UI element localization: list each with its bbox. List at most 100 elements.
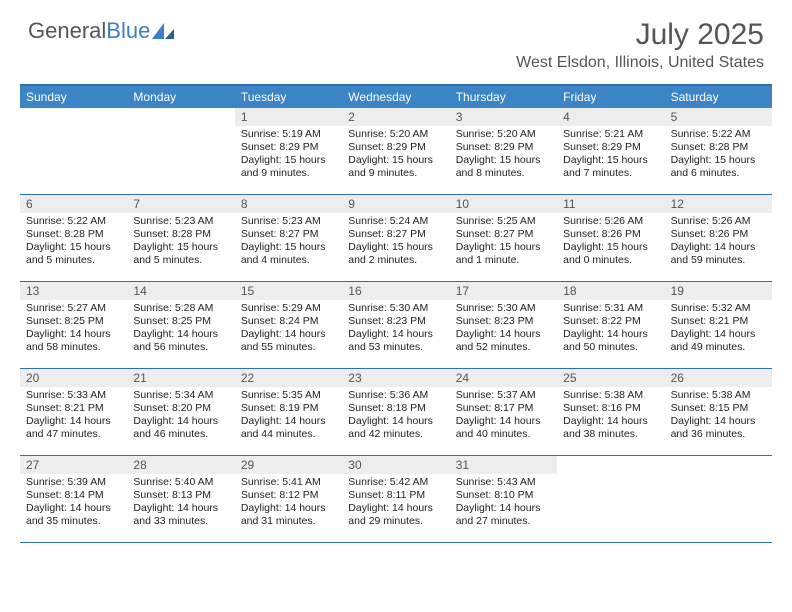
sunrise-line: Sunrise: 5:26 AM — [563, 215, 658, 228]
daylight-line: Daylight: 14 hours and 55 minutes. — [241, 328, 336, 354]
weekday-label: Friday — [557, 86, 664, 108]
sunset-line: Sunset: 8:11 PM — [348, 489, 443, 502]
sunrise-line: Sunrise: 5:29 AM — [241, 302, 336, 315]
daylight-line: Daylight: 15 hours and 5 minutes. — [26, 241, 121, 267]
sunset-line: Sunset: 8:19 PM — [241, 402, 336, 415]
day-details: Sunrise: 5:26 AMSunset: 8:26 PMDaylight:… — [665, 213, 772, 272]
header: GeneralBlue July 2025 West Elsdon, Illin… — [0, 0, 792, 76]
daylight-line: Daylight: 14 hours and 46 minutes. — [133, 415, 228, 441]
sunset-line: Sunset: 8:25 PM — [26, 315, 121, 328]
sail-icon — [152, 19, 174, 35]
day-details: Sunrise: 5:23 AMSunset: 8:27 PMDaylight:… — [235, 213, 342, 272]
sunrise-line: Sunrise: 5:39 AM — [26, 476, 121, 489]
sunrise-line: Sunrise: 5:38 AM — [563, 389, 658, 402]
calendar-cell: 17Sunrise: 5:30 AMSunset: 8:23 PMDayligh… — [450, 282, 557, 368]
sunrise-line: Sunrise: 5:30 AM — [456, 302, 551, 315]
daylight-line: Daylight: 15 hours and 0 minutes. — [563, 241, 658, 267]
daylight-line: Daylight: 14 hours and 27 minutes. — [456, 502, 551, 528]
daylight-line: Daylight: 14 hours and 49 minutes. — [671, 328, 766, 354]
daylight-line: Daylight: 14 hours and 31 minutes. — [241, 502, 336, 528]
sunset-line: Sunset: 8:25 PM — [133, 315, 228, 328]
calendar-cell: 10Sunrise: 5:25 AMSunset: 8:27 PMDayligh… — [450, 195, 557, 281]
sunset-line: Sunset: 8:28 PM — [133, 228, 228, 241]
calendar-cell: 13Sunrise: 5:27 AMSunset: 8:25 PMDayligh… — [20, 282, 127, 368]
day-details: Sunrise: 5:38 AMSunset: 8:16 PMDaylight:… — [557, 387, 664, 446]
day-number: 24 — [450, 369, 557, 387]
daylight-line: Daylight: 14 hours and 33 minutes. — [133, 502, 228, 528]
calendar-week: 6Sunrise: 5:22 AMSunset: 8:28 PMDaylight… — [20, 195, 772, 282]
day-details: Sunrise: 5:22 AMSunset: 8:28 PMDaylight:… — [20, 213, 127, 272]
day-number: 28 — [127, 456, 234, 474]
day-details: Sunrise: 5:20 AMSunset: 8:29 PMDaylight:… — [450, 126, 557, 185]
day-number: 30 — [342, 456, 449, 474]
sunset-line: Sunset: 8:18 PM — [348, 402, 443, 415]
calendar-cell: 6Sunrise: 5:22 AMSunset: 8:28 PMDaylight… — [20, 195, 127, 281]
day-details: Sunrise: 5:41 AMSunset: 8:12 PMDaylight:… — [235, 474, 342, 533]
day-details: Sunrise: 5:38 AMSunset: 8:15 PMDaylight:… — [665, 387, 772, 446]
day-details: Sunrise: 5:43 AMSunset: 8:10 PMDaylight:… — [450, 474, 557, 533]
daylight-line: Daylight: 15 hours and 9 minutes. — [348, 154, 443, 180]
sunset-line: Sunset: 8:23 PM — [456, 315, 551, 328]
weekday-header: SundayMondayTuesdayWednesdayThursdayFrid… — [20, 86, 772, 108]
brand-logo: GeneralBlue — [28, 18, 174, 44]
day-number: 1 — [235, 108, 342, 126]
weekday-label: Monday — [127, 86, 234, 108]
day-number: 15 — [235, 282, 342, 300]
calendar-cell: 1Sunrise: 5:19 AMSunset: 8:29 PMDaylight… — [235, 108, 342, 194]
sunset-line: Sunset: 8:17 PM — [456, 402, 551, 415]
daylight-line: Daylight: 14 hours and 44 minutes. — [241, 415, 336, 441]
day-number: 4 — [557, 108, 664, 126]
day-details: Sunrise: 5:32 AMSunset: 8:21 PMDaylight:… — [665, 300, 772, 359]
day-number: 23 — [342, 369, 449, 387]
sunrise-line: Sunrise: 5:36 AM — [348, 389, 443, 402]
calendar-cell: 31Sunrise: 5:43 AMSunset: 8:10 PMDayligh… — [450, 456, 557, 542]
sunrise-line: Sunrise: 5:19 AM — [241, 128, 336, 141]
sunset-line: Sunset: 8:22 PM — [563, 315, 658, 328]
daylight-line: Daylight: 14 hours and 50 minutes. — [563, 328, 658, 354]
calendar-cell: 11Sunrise: 5:26 AMSunset: 8:26 PMDayligh… — [557, 195, 664, 281]
day-number: 12 — [665, 195, 772, 213]
title-location: West Elsdon, Illinois, United States — [516, 54, 764, 72]
calendar-cell: 23Sunrise: 5:36 AMSunset: 8:18 PMDayligh… — [342, 369, 449, 455]
daylight-line: Daylight: 14 hours and 58 minutes. — [26, 328, 121, 354]
sunrise-line: Sunrise: 5:40 AM — [133, 476, 228, 489]
day-details: Sunrise: 5:37 AMSunset: 8:17 PMDaylight:… — [450, 387, 557, 446]
calendar-cell: 5Sunrise: 5:22 AMSunset: 8:28 PMDaylight… — [665, 108, 772, 194]
sunrise-line: Sunrise: 5:27 AM — [26, 302, 121, 315]
daylight-line: Daylight: 14 hours and 52 minutes. — [456, 328, 551, 354]
sunrise-line: Sunrise: 5:37 AM — [456, 389, 551, 402]
sunset-line: Sunset: 8:29 PM — [456, 141, 551, 154]
calendar-cell: 24Sunrise: 5:37 AMSunset: 8:17 PMDayligh… — [450, 369, 557, 455]
calendar-cell: 27Sunrise: 5:39 AMSunset: 8:14 PMDayligh… — [20, 456, 127, 542]
calendar-cell: 9Sunrise: 5:24 AMSunset: 8:27 PMDaylight… — [342, 195, 449, 281]
day-number — [20, 108, 127, 126]
day-number: 20 — [20, 369, 127, 387]
daylight-line: Daylight: 14 hours and 40 minutes. — [456, 415, 551, 441]
daylight-line: Daylight: 15 hours and 6 minutes. — [671, 154, 766, 180]
calendar-cell: 8Sunrise: 5:23 AMSunset: 8:27 PMDaylight… — [235, 195, 342, 281]
sunset-line: Sunset: 8:28 PM — [671, 141, 766, 154]
day-details: Sunrise: 5:31 AMSunset: 8:22 PMDaylight:… — [557, 300, 664, 359]
daylight-line: Daylight: 15 hours and 2 minutes. — [348, 241, 443, 267]
sunrise-line: Sunrise: 5:23 AM — [241, 215, 336, 228]
sunrise-line: Sunrise: 5:24 AM — [348, 215, 443, 228]
sunset-line: Sunset: 8:21 PM — [671, 315, 766, 328]
day-details: Sunrise: 5:24 AMSunset: 8:27 PMDaylight:… — [342, 213, 449, 272]
calendar-cell: 19Sunrise: 5:32 AMSunset: 8:21 PMDayligh… — [665, 282, 772, 368]
daylight-line: Daylight: 14 hours and 29 minutes. — [348, 502, 443, 528]
day-details: Sunrise: 5:42 AMSunset: 8:11 PMDaylight:… — [342, 474, 449, 533]
calendar-week: 27Sunrise: 5:39 AMSunset: 8:14 PMDayligh… — [20, 456, 772, 543]
calendar-cell: 28Sunrise: 5:40 AMSunset: 8:13 PMDayligh… — [127, 456, 234, 542]
day-number: 5 — [665, 108, 772, 126]
daylight-line: Daylight: 15 hours and 1 minute. — [456, 241, 551, 267]
day-details: Sunrise: 5:33 AMSunset: 8:21 PMDaylight:… — [20, 387, 127, 446]
day-number: 16 — [342, 282, 449, 300]
day-number: 8 — [235, 195, 342, 213]
calendar-cell: 7Sunrise: 5:23 AMSunset: 8:28 PMDaylight… — [127, 195, 234, 281]
calendar-cell: 3Sunrise: 5:20 AMSunset: 8:29 PMDaylight… — [450, 108, 557, 194]
day-details: Sunrise: 5:30 AMSunset: 8:23 PMDaylight:… — [450, 300, 557, 359]
daylight-line: Daylight: 15 hours and 4 minutes. — [241, 241, 336, 267]
calendar-cell — [557, 456, 664, 542]
calendar-cell: 26Sunrise: 5:38 AMSunset: 8:15 PMDayligh… — [665, 369, 772, 455]
day-number: 19 — [665, 282, 772, 300]
